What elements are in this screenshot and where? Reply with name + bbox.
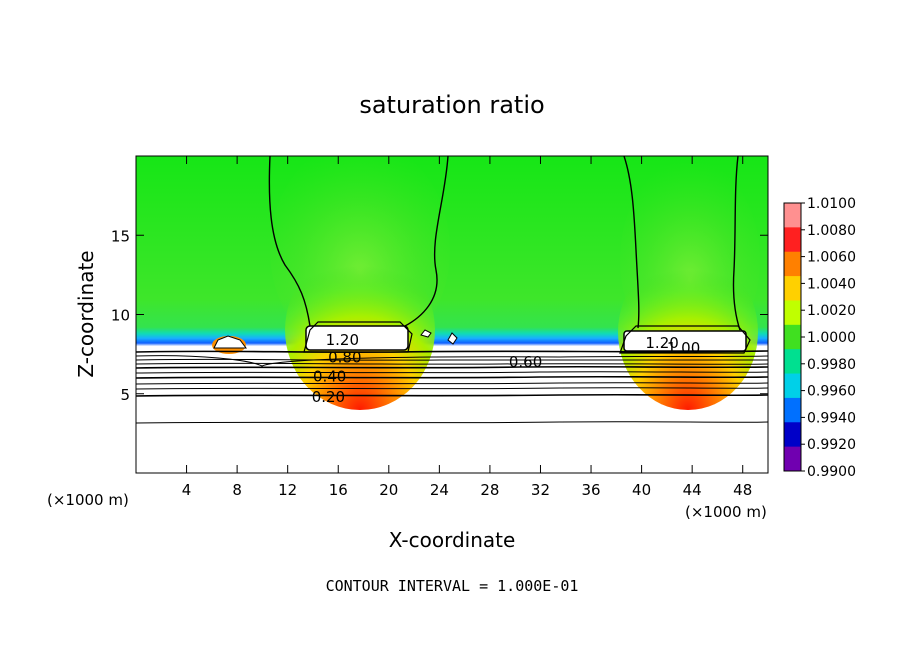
colorbar-swatch: [784, 373, 801, 399]
x-tick-label: 28: [480, 481, 499, 499]
y-tick-label: 5: [120, 386, 130, 404]
x-tick-label: 4: [182, 481, 192, 499]
colorbar: 1.0100 1.0080 1.0060 1.0040 1.0020 1.0000 0.99…: [783, 196, 856, 480]
x-tick-label: 8: [232, 481, 242, 499]
colorbar-swatch: [784, 324, 801, 350]
contour-vertical-2: [404, 156, 449, 327]
colorbar-level-label: 0.9960: [807, 384, 856, 400]
colorbar-swatch: [784, 422, 801, 448]
contour-1.00: [136, 350, 768, 354]
contour-label: 1.20: [645, 334, 678, 352]
x-axis-label: X-coordinate: [389, 528, 516, 552]
contour-0.70: [136, 362, 768, 365]
colorbar-swatch: [784, 300, 801, 326]
x-tick-label: 24: [430, 481, 449, 499]
chart-title: saturation ratio: [359, 91, 544, 119]
y-tick-label: 10: [111, 307, 130, 325]
x-tick-label: 32: [531, 481, 550, 499]
y-tick-label: 15: [111, 227, 130, 245]
contour-label: 0.80: [328, 348, 361, 366]
small-cloud: [213, 335, 247, 349]
contour-labels: 1.200.800.400.200.601.201.00: [312, 331, 701, 406]
x-unit-right: (×1000 m): [685, 503, 767, 521]
contour-label: 0.20: [312, 388, 345, 406]
contour-interval-note: CONTOUR INTERVAL = 1.000E-01: [326, 577, 579, 595]
colorbar-swatch: [784, 203, 801, 228]
x-axis-ticks: 4 8 12 16 20 24 28 32 36 40 44 48: [182, 156, 752, 499]
cloud-base-left: [305, 325, 409, 351]
x-tick-label: 44: [683, 481, 702, 499]
contour-0.60: [136, 365, 768, 369]
vertical-contour-lines: [268, 156, 741, 331]
colorbar-level-label: 1.0040: [807, 276, 856, 292]
y-axis-label: Z-coordinate: [74, 250, 98, 377]
x-tick-label: 40: [632, 481, 651, 499]
colorbar-level-label: 1.0000: [807, 330, 856, 346]
colorbar-swatch: [784, 446, 801, 472]
tiny-cloud-1: [420, 329, 432, 338]
plot-field: 1.200.800.400.200.601.201.00: [136, 156, 768, 473]
colorbar-level-label: 0.9980: [807, 357, 856, 373]
contour-0.40: [136, 375, 768, 379]
x-tick-label: 16: [329, 481, 348, 499]
colorbar-swatch: [784, 397, 801, 423]
contour-vertical-4: [732, 156, 741, 331]
colorbar-swatch: [784, 227, 801, 253]
contour-label: 0.40: [313, 367, 346, 385]
y-axis-ticks: 5 10 15: [111, 227, 768, 404]
contour-0.50: [136, 371, 768, 374]
x-tick-label: 12: [278, 481, 297, 499]
contour-label: 1.20: [326, 331, 359, 349]
colorbar-level-label: 1.0060: [807, 250, 856, 266]
cloud-base-right-contour: [619, 325, 751, 354]
colorbar-level-label: 1.0020: [807, 303, 856, 319]
contour-label: 0.60: [509, 353, 542, 371]
x-tick-label: 36: [581, 481, 600, 499]
contour-0.80: [136, 358, 768, 361]
lower-contour-lines: [136, 350, 768, 424]
x-unit-left: (×1000 m): [47, 491, 129, 509]
x-tick-label: 20: [379, 481, 398, 499]
contour-vertical-1: [268, 156, 311, 327]
x-tick-label: 48: [733, 481, 752, 499]
colorbar-level-label: 0.9920: [807, 437, 856, 453]
colorbar-level-label: 1.0080: [807, 223, 856, 239]
colorbar-swatch: [784, 349, 801, 375]
colorbar-swatch: [784, 251, 801, 277]
contour-0.10: [136, 421, 768, 424]
contour-vertical-3: [623, 156, 640, 329]
colorbar-level-label: 1.0100: [807, 196, 856, 212]
tiny-cloud-2: [447, 332, 458, 345]
contour-0.20: [136, 393, 768, 397]
contour-0.30: [136, 382, 768, 385]
colorbar-swatch: [784, 276, 801, 301]
colorbar-level-label: 0.9900: [807, 464, 856, 480]
contour-0.25: [136, 387, 768, 390]
contour-label: 1.00: [667, 339, 700, 357]
colorbar-level-label: 0.9940: [807, 410, 856, 426]
